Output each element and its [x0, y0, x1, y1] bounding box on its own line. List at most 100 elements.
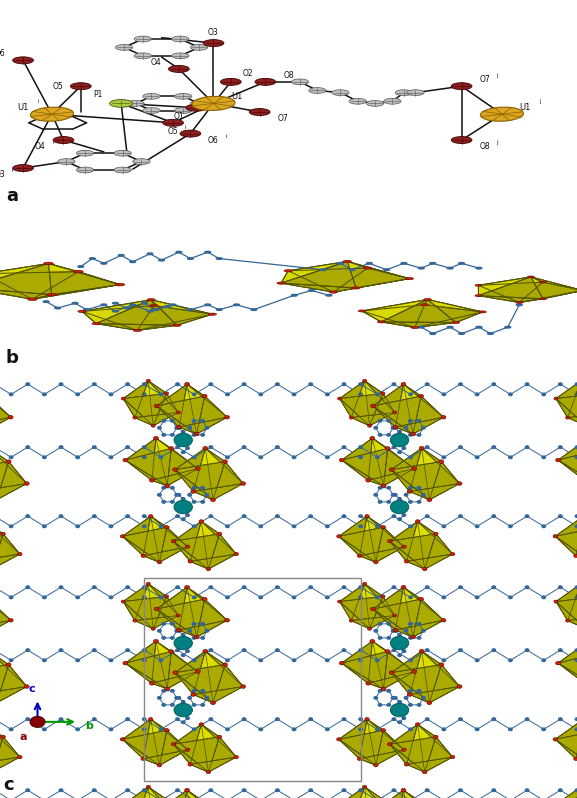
- Polygon shape: [143, 516, 188, 556]
- Circle shape: [171, 743, 176, 746]
- Circle shape: [401, 382, 406, 386]
- Polygon shape: [156, 790, 187, 798]
- Polygon shape: [392, 651, 422, 694]
- Polygon shape: [334, 268, 410, 292]
- Polygon shape: [376, 527, 404, 563]
- Circle shape: [164, 729, 169, 732]
- Circle shape: [47, 294, 57, 296]
- Circle shape: [55, 307, 61, 309]
- Text: O7: O7: [278, 114, 288, 123]
- Polygon shape: [429, 461, 459, 500]
- Text: O2: O2: [243, 69, 253, 77]
- Circle shape: [409, 433, 412, 437]
- Circle shape: [404, 630, 408, 632]
- Circle shape: [392, 649, 396, 651]
- Polygon shape: [370, 393, 395, 426]
- Circle shape: [376, 596, 379, 598]
- Polygon shape: [403, 790, 444, 798]
- Circle shape: [509, 525, 512, 527]
- Circle shape: [147, 253, 153, 255]
- Circle shape: [205, 494, 209, 496]
- Polygon shape: [519, 282, 577, 302]
- Circle shape: [387, 637, 391, 639]
- Ellipse shape: [366, 101, 384, 106]
- Circle shape: [26, 383, 29, 385]
- Circle shape: [388, 539, 392, 543]
- Circle shape: [208, 313, 216, 315]
- Circle shape: [391, 427, 395, 429]
- Polygon shape: [175, 665, 225, 703]
- Polygon shape: [156, 587, 205, 609]
- Circle shape: [427, 498, 432, 502]
- Polygon shape: [373, 587, 421, 609]
- Circle shape: [366, 479, 370, 482]
- Circle shape: [359, 586, 362, 588]
- Text: j: j: [539, 100, 541, 105]
- Polygon shape: [0, 725, 3, 745]
- Circle shape: [390, 703, 409, 717]
- Circle shape: [391, 697, 395, 699]
- Circle shape: [115, 283, 125, 286]
- Circle shape: [516, 304, 522, 306]
- Polygon shape: [125, 663, 167, 689]
- Circle shape: [574, 757, 577, 760]
- Circle shape: [387, 420, 391, 422]
- Circle shape: [417, 637, 421, 639]
- Circle shape: [159, 259, 164, 261]
- Polygon shape: [123, 602, 153, 629]
- Circle shape: [476, 326, 482, 328]
- Circle shape: [492, 789, 496, 792]
- Circle shape: [415, 519, 420, 523]
- Circle shape: [186, 650, 189, 653]
- Circle shape: [211, 701, 215, 705]
- Circle shape: [539, 298, 546, 300]
- Circle shape: [411, 433, 415, 436]
- Circle shape: [374, 427, 377, 429]
- Polygon shape: [556, 381, 577, 417]
- Circle shape: [196, 670, 200, 674]
- Polygon shape: [122, 719, 167, 739]
- Polygon shape: [342, 460, 384, 486]
- Polygon shape: [123, 381, 148, 417]
- Circle shape: [387, 622, 391, 625]
- Polygon shape: [425, 737, 452, 772]
- Circle shape: [158, 427, 161, 429]
- Circle shape: [205, 630, 209, 632]
- Circle shape: [412, 670, 417, 674]
- Polygon shape: [342, 448, 388, 486]
- Polygon shape: [340, 398, 370, 426]
- Polygon shape: [0, 737, 20, 772]
- Circle shape: [44, 263, 53, 265]
- Polygon shape: [576, 547, 577, 563]
- Polygon shape: [123, 381, 167, 398]
- Circle shape: [109, 659, 113, 662]
- Circle shape: [76, 659, 80, 662]
- Polygon shape: [390, 541, 425, 569]
- Polygon shape: [340, 596, 383, 629]
- Circle shape: [181, 431, 185, 433]
- Circle shape: [141, 554, 145, 558]
- Circle shape: [177, 425, 181, 429]
- Polygon shape: [179, 417, 227, 434]
- Polygon shape: [190, 757, 236, 772]
- Circle shape: [393, 425, 398, 429]
- Circle shape: [393, 628, 398, 632]
- Circle shape: [398, 721, 401, 724]
- Circle shape: [165, 687, 170, 690]
- Circle shape: [452, 322, 460, 323]
- Circle shape: [169, 650, 174, 654]
- Circle shape: [411, 326, 419, 329]
- Circle shape: [201, 500, 204, 503]
- Polygon shape: [213, 665, 243, 703]
- Circle shape: [1, 735, 5, 738]
- Polygon shape: [281, 262, 347, 283]
- Polygon shape: [403, 384, 444, 417]
- Circle shape: [192, 689, 196, 692]
- Circle shape: [185, 586, 189, 589]
- Circle shape: [359, 789, 362, 792]
- Circle shape: [146, 785, 151, 788]
- Circle shape: [392, 383, 396, 385]
- Circle shape: [9, 659, 13, 662]
- Circle shape: [176, 411, 180, 414]
- Circle shape: [126, 383, 129, 385]
